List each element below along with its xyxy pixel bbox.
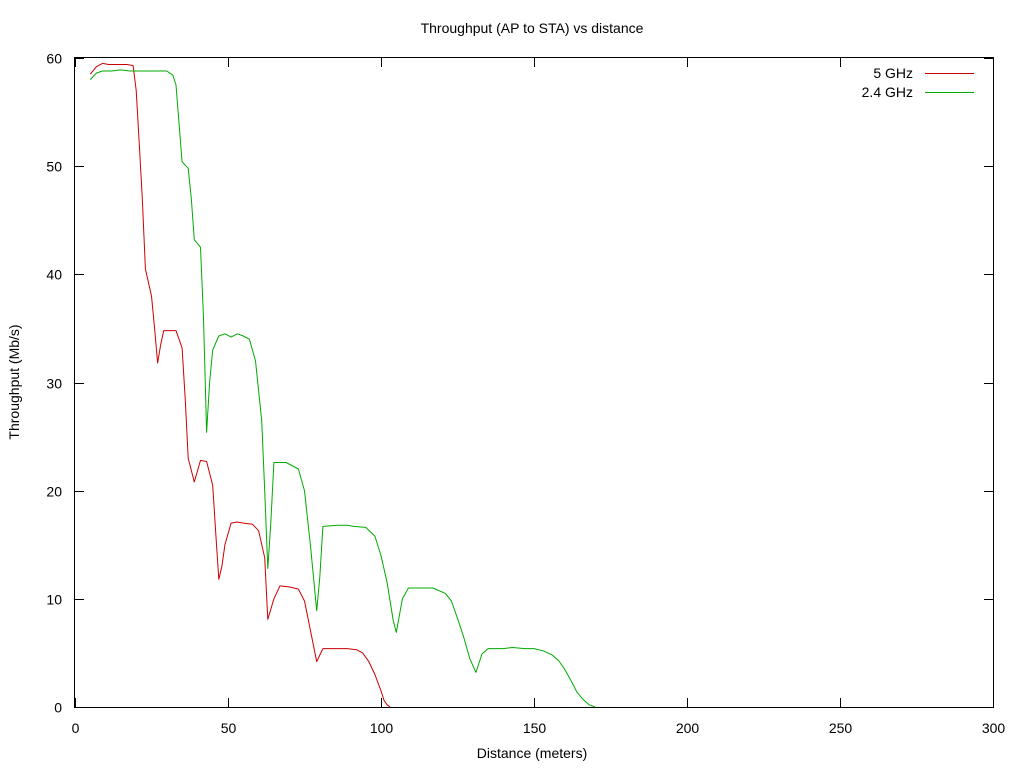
y-tick-label: 40 bbox=[46, 267, 62, 283]
y-tick-label: 20 bbox=[46, 484, 62, 500]
axis-ticks bbox=[75, 58, 994, 708]
y-tick-label: 30 bbox=[46, 376, 62, 392]
x-tick-label: 100 bbox=[370, 720, 394, 736]
x-tick-label: 200 bbox=[676, 720, 700, 736]
x-tick-label: 300 bbox=[982, 720, 1006, 736]
chart-title: Throughput (AP to STA) vs distance bbox=[421, 20, 644, 36]
y-tick-labels: 0 10 20 30 40 50 60 bbox=[46, 51, 62, 716]
legend-label: 5 GHz bbox=[873, 65, 913, 81]
legend-label: 2.4 GHz bbox=[862, 84, 913, 100]
x-tick-label: 150 bbox=[523, 720, 547, 736]
y-tick-label: 50 bbox=[46, 159, 62, 175]
series-lines bbox=[89, 62, 596, 708]
series-line-2-4ghz bbox=[89, 69, 596, 708]
x-tick-label: 250 bbox=[829, 720, 853, 736]
y-tick-label: 60 bbox=[46, 51, 62, 67]
x-axis-label: Distance (meters) bbox=[477, 745, 587, 761]
plot-frame bbox=[74, 57, 994, 708]
x-tick-labels: 0 50 100 150 200 250 300 bbox=[72, 720, 1006, 736]
x-tick-label: 0 bbox=[72, 720, 80, 736]
legend: 5 GHz 2.4 GHz bbox=[862, 65, 974, 100]
y-axis-label: Throughput (Mb/s) bbox=[6, 324, 22, 439]
y-tick-label: 0 bbox=[54, 700, 62, 716]
series-line-5ghz bbox=[89, 62, 391, 708]
y-tick-label: 10 bbox=[46, 592, 62, 608]
x-tick-label: 50 bbox=[221, 720, 237, 736]
